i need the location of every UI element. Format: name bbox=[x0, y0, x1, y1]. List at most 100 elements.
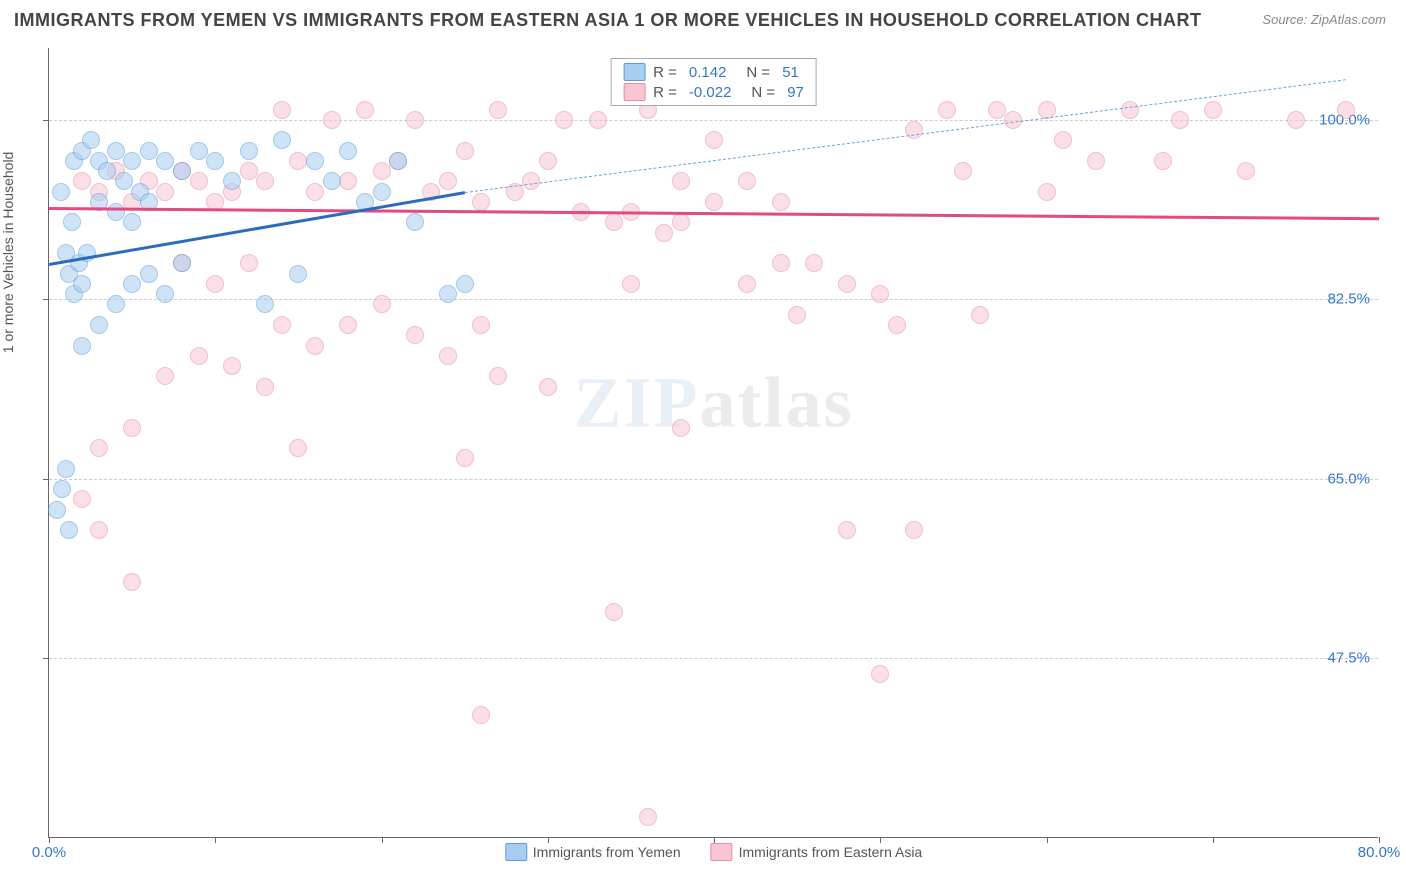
scatter-point-eastern-asia bbox=[240, 162, 258, 180]
scatter-point-eastern-asia bbox=[90, 439, 108, 457]
scatter-point-eastern-asia bbox=[672, 419, 690, 437]
scatter-point-eastern-asia bbox=[622, 275, 640, 293]
scatter-point-eastern-asia bbox=[472, 193, 490, 211]
scatter-point-yemen bbox=[306, 152, 324, 170]
scatter-point-eastern-asia bbox=[1121, 101, 1139, 119]
scatter-point-yemen bbox=[240, 142, 258, 160]
x-tick-mark bbox=[1047, 837, 1048, 843]
scatter-point-yemen bbox=[339, 142, 357, 160]
scatter-point-eastern-asia bbox=[1287, 111, 1305, 129]
scatter-point-eastern-asia bbox=[472, 316, 490, 334]
scatter-point-yemen bbox=[82, 131, 100, 149]
scatter-point-eastern-asia bbox=[539, 152, 557, 170]
y-tick-label: 82.5% bbox=[1327, 291, 1370, 308]
scatter-point-yemen bbox=[389, 152, 407, 170]
scatter-point-yemen bbox=[115, 172, 133, 190]
scatter-point-eastern-asia bbox=[938, 101, 956, 119]
scatter-point-yemen bbox=[73, 275, 91, 293]
scatter-point-eastern-asia bbox=[1154, 152, 1172, 170]
scatter-point-eastern-asia bbox=[373, 295, 391, 313]
scatter-point-yemen bbox=[140, 265, 158, 283]
scatter-point-yemen bbox=[60, 521, 78, 539]
scatter-point-yemen bbox=[107, 295, 125, 313]
scatter-point-eastern-asia bbox=[655, 224, 673, 242]
scatter-point-yemen bbox=[406, 213, 424, 231]
scatter-point-eastern-asia bbox=[838, 521, 856, 539]
scatter-point-eastern-asia bbox=[1337, 101, 1355, 119]
scatter-point-eastern-asia bbox=[472, 706, 490, 724]
scatter-point-yemen bbox=[456, 275, 474, 293]
source-link[interactable]: ZipAtlas.com bbox=[1311, 12, 1386, 27]
x-tick-mark bbox=[714, 837, 715, 843]
swatch-blue-icon bbox=[505, 843, 527, 861]
scatter-point-eastern-asia bbox=[838, 275, 856, 293]
scatter-point-yemen bbox=[107, 203, 125, 221]
scatter-point-eastern-asia bbox=[73, 172, 91, 190]
scatter-point-yemen bbox=[73, 337, 91, 355]
y-tick-mark bbox=[43, 299, 49, 300]
scatter-point-eastern-asia bbox=[772, 254, 790, 272]
scatter-point-yemen bbox=[53, 480, 71, 498]
eastern-asia-r-value: -0.022 bbox=[689, 84, 732, 101]
scatter-point-eastern-asia bbox=[772, 193, 790, 211]
scatter-point-eastern-asia bbox=[240, 254, 258, 272]
gridline bbox=[49, 299, 1378, 300]
scatter-point-eastern-asia bbox=[888, 316, 906, 334]
scatter-point-yemen bbox=[173, 254, 191, 272]
scatter-point-eastern-asia bbox=[439, 347, 457, 365]
scatter-point-eastern-asia bbox=[190, 172, 208, 190]
n-label: N = bbox=[751, 84, 775, 101]
scatter-point-yemen bbox=[206, 152, 224, 170]
scatter-point-yemen bbox=[439, 285, 457, 303]
scatter-point-eastern-asia bbox=[373, 162, 391, 180]
y-tick-mark bbox=[43, 120, 49, 121]
scatter-point-eastern-asia bbox=[206, 275, 224, 293]
scatter-point-yemen bbox=[323, 172, 341, 190]
n-label: N = bbox=[746, 64, 770, 81]
scatter-point-eastern-asia bbox=[256, 172, 274, 190]
scatter-point-eastern-asia bbox=[273, 101, 291, 119]
x-tick-label: 80.0% bbox=[1358, 844, 1401, 861]
scatter-point-yemen bbox=[223, 172, 241, 190]
scatter-point-eastern-asia bbox=[971, 306, 989, 324]
scatter-point-eastern-asia bbox=[871, 665, 889, 683]
scatter-point-eastern-asia bbox=[522, 172, 540, 190]
scatter-point-eastern-asia bbox=[406, 326, 424, 344]
scatter-point-eastern-asia bbox=[306, 337, 324, 355]
watermark-atlas: atlas bbox=[700, 363, 854, 443]
legend-item-eastern-asia: Immigrants from Eastern Asia bbox=[711, 843, 923, 861]
scatter-point-eastern-asia bbox=[456, 449, 474, 467]
source-label: Source: bbox=[1262, 12, 1307, 27]
y-tick-label: 47.5% bbox=[1327, 650, 1370, 667]
scatter-point-eastern-asia bbox=[639, 808, 657, 826]
scatter-point-yemen bbox=[57, 460, 75, 478]
r-label: R = bbox=[653, 64, 677, 81]
scatter-point-eastern-asia bbox=[805, 254, 823, 272]
scatter-point-yemen bbox=[373, 183, 391, 201]
scatter-point-eastern-asia bbox=[156, 183, 174, 201]
scatter-point-eastern-asia bbox=[406, 111, 424, 129]
scatter-point-eastern-asia bbox=[273, 316, 291, 334]
scatter-point-eastern-asia bbox=[788, 306, 806, 324]
scatter-point-eastern-asia bbox=[306, 183, 324, 201]
scatter-point-eastern-asia bbox=[123, 573, 141, 591]
scatter-point-yemen bbox=[48, 501, 66, 519]
scatter-point-eastern-asia bbox=[738, 275, 756, 293]
scatter-point-yemen bbox=[98, 162, 116, 180]
swatch-pink-icon bbox=[711, 843, 733, 861]
scatter-point-eastern-asia bbox=[489, 367, 507, 385]
scatter-point-eastern-asia bbox=[1204, 101, 1222, 119]
scatter-point-eastern-asia bbox=[705, 193, 723, 211]
scatter-point-eastern-asia bbox=[289, 439, 307, 457]
scatter-plot-area: ZIPatlas R = 0.142 N = 51 R = -0.022 N =… bbox=[48, 48, 1378, 838]
scatter-point-eastern-asia bbox=[339, 172, 357, 190]
scatter-point-eastern-asia bbox=[123, 419, 141, 437]
scatter-point-eastern-asia bbox=[672, 213, 690, 231]
legend-row-eastern-asia: R = -0.022 N = 97 bbox=[623, 83, 804, 101]
trendline-yemen-extrapolated bbox=[465, 79, 1346, 193]
y-tick-label: 65.0% bbox=[1327, 470, 1370, 487]
scatter-point-eastern-asia bbox=[1004, 111, 1022, 129]
x-tick-mark bbox=[880, 837, 881, 843]
scatter-point-yemen bbox=[156, 285, 174, 303]
scatter-point-eastern-asia bbox=[1038, 183, 1056, 201]
